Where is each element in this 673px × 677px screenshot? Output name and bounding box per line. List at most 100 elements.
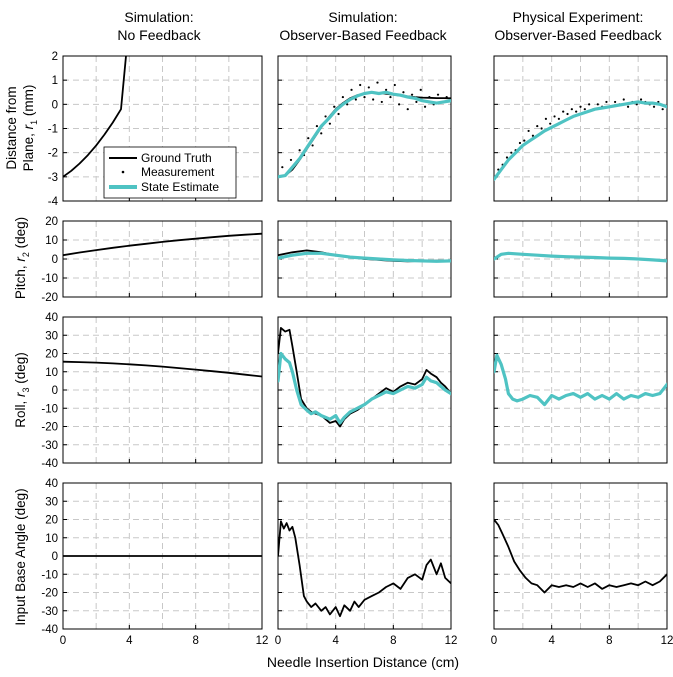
y-tick-label: -30 xyxy=(41,606,58,618)
y-tick-label: -2 xyxy=(48,148,58,160)
y-tick-label: -20 xyxy=(41,588,58,600)
measurement-point xyxy=(367,86,370,89)
y-tick-label: 30 xyxy=(45,496,58,508)
y-tick-label: 0 xyxy=(52,551,58,563)
measurement-point xyxy=(596,103,599,106)
state-estimate-line xyxy=(494,100,667,181)
x-tick-label: 0 xyxy=(60,635,66,647)
y-tick-label: -1 xyxy=(48,124,58,136)
measurement-point xyxy=(324,115,327,118)
y-tick-label: 0 xyxy=(52,254,58,266)
measurement-point xyxy=(505,156,509,159)
row-label-pitch-var: r xyxy=(13,257,28,262)
measurement-point xyxy=(315,124,319,128)
row-label-roll-unit: (deg) xyxy=(13,352,28,387)
measurement-point xyxy=(527,129,530,133)
row-label-pitch-sub: 2 xyxy=(21,252,31,257)
measurement-point xyxy=(363,95,366,99)
measurement-point xyxy=(436,93,440,96)
y-tick-label: -20 xyxy=(41,422,58,434)
row-label-roll-prefix: Roll, xyxy=(13,397,28,428)
measurement-point xyxy=(289,158,293,162)
measurement-point xyxy=(337,112,340,116)
measurement-point xyxy=(583,108,586,111)
y-tick-label: 0 xyxy=(52,385,58,397)
measurement-point xyxy=(354,98,357,101)
row-label-pitch-unit: (deg) xyxy=(13,217,28,252)
measurement-point xyxy=(298,149,301,152)
series-group xyxy=(278,81,451,179)
y-tick-label: 2 xyxy=(52,51,58,63)
series-group xyxy=(278,520,451,618)
panel-distance-col3 xyxy=(493,55,668,202)
measurement-point xyxy=(531,134,535,137)
column-title-2-line1: Simulation: xyxy=(328,9,397,25)
measurement-point xyxy=(553,115,556,118)
x-axis-label: Needle Insertion Distance (cm) xyxy=(267,654,459,670)
measurement-point xyxy=(510,151,513,154)
measurement-point xyxy=(328,122,331,125)
panels: 210-1-2-3-420100-10-20403020100-10-20-30… xyxy=(41,51,673,647)
measurement-point xyxy=(523,139,526,142)
panel-distance-col2 xyxy=(277,55,452,202)
ground-truth-line xyxy=(278,91,451,178)
ground-truth-line xyxy=(494,518,667,594)
row-label-distance-sub: 1 xyxy=(29,120,39,125)
measurement-point xyxy=(359,83,362,87)
column-title-2-line2: Observer-Based Feedback xyxy=(279,27,447,43)
measurement-point xyxy=(423,105,427,108)
measurement-point xyxy=(626,105,630,108)
y-tick-label: 40 xyxy=(45,478,58,490)
column-title-3-line1: Physical Experiment: xyxy=(513,9,644,25)
row-label-distance-unit: (mm) xyxy=(21,85,36,120)
measurement-point xyxy=(562,110,565,113)
x-tick-label: 0 xyxy=(275,635,281,647)
x-tick-label: 4 xyxy=(332,635,339,647)
x-tick-label: 8 xyxy=(390,635,396,647)
row-label-input: Input Base Angle (deg) xyxy=(13,488,28,625)
ground-truth-line xyxy=(63,56,127,178)
panel-pitch-col2 xyxy=(277,220,452,298)
series-group xyxy=(494,518,667,594)
measurement-point xyxy=(544,117,548,120)
panel-input-col2: 0 4 8 12 xyxy=(275,482,457,647)
measurement-point xyxy=(281,166,284,169)
legend-box xyxy=(103,146,237,199)
legend-measurement-label: Measurement xyxy=(141,165,215,179)
y-tick-label: -4 xyxy=(48,196,59,208)
row-label-roll: Roll, r3 (deg) xyxy=(13,352,31,428)
measurement-point xyxy=(652,105,656,108)
y-tick-label: 10 xyxy=(45,533,58,545)
measurement-point xyxy=(346,103,349,106)
x-tick-label: 12 xyxy=(661,635,673,647)
ground-truth-line xyxy=(63,232,262,257)
series-group xyxy=(63,360,262,378)
panel-pitch-col1: 20 10 0 -10 -20 xyxy=(41,216,263,304)
measurement-point xyxy=(393,83,396,87)
series-group xyxy=(63,56,127,178)
y-tick-label: 20 xyxy=(45,216,58,228)
y-tick-label: -40 xyxy=(41,458,58,470)
measurement-point xyxy=(406,108,409,111)
y-tick-label: 10 xyxy=(45,235,58,247)
y-tick-label: 40 xyxy=(45,312,58,324)
state-estimate-line xyxy=(278,251,451,263)
measurement-point xyxy=(372,98,375,101)
ground-truth-line xyxy=(63,360,262,378)
measurement-point xyxy=(622,98,625,101)
x-tick-label: 8 xyxy=(192,635,198,647)
y-tick-label: 0 xyxy=(52,99,58,111)
state-estimate-line xyxy=(278,351,451,425)
y-tick-label: 20 xyxy=(45,349,58,361)
measurement-point xyxy=(402,91,405,94)
measurement-point xyxy=(536,124,539,128)
panel-roll-col1: 40 30 20 10 0 -10 -20 -30 -40 xyxy=(41,312,263,470)
measurement-point xyxy=(579,105,582,108)
state-estimate-line xyxy=(494,251,667,263)
measurement-point xyxy=(540,127,543,130)
x-tick-label: 12 xyxy=(256,635,269,647)
x-tick-label: 4 xyxy=(126,635,133,647)
row-label-roll-var: r xyxy=(13,392,28,397)
series-group xyxy=(63,232,262,257)
